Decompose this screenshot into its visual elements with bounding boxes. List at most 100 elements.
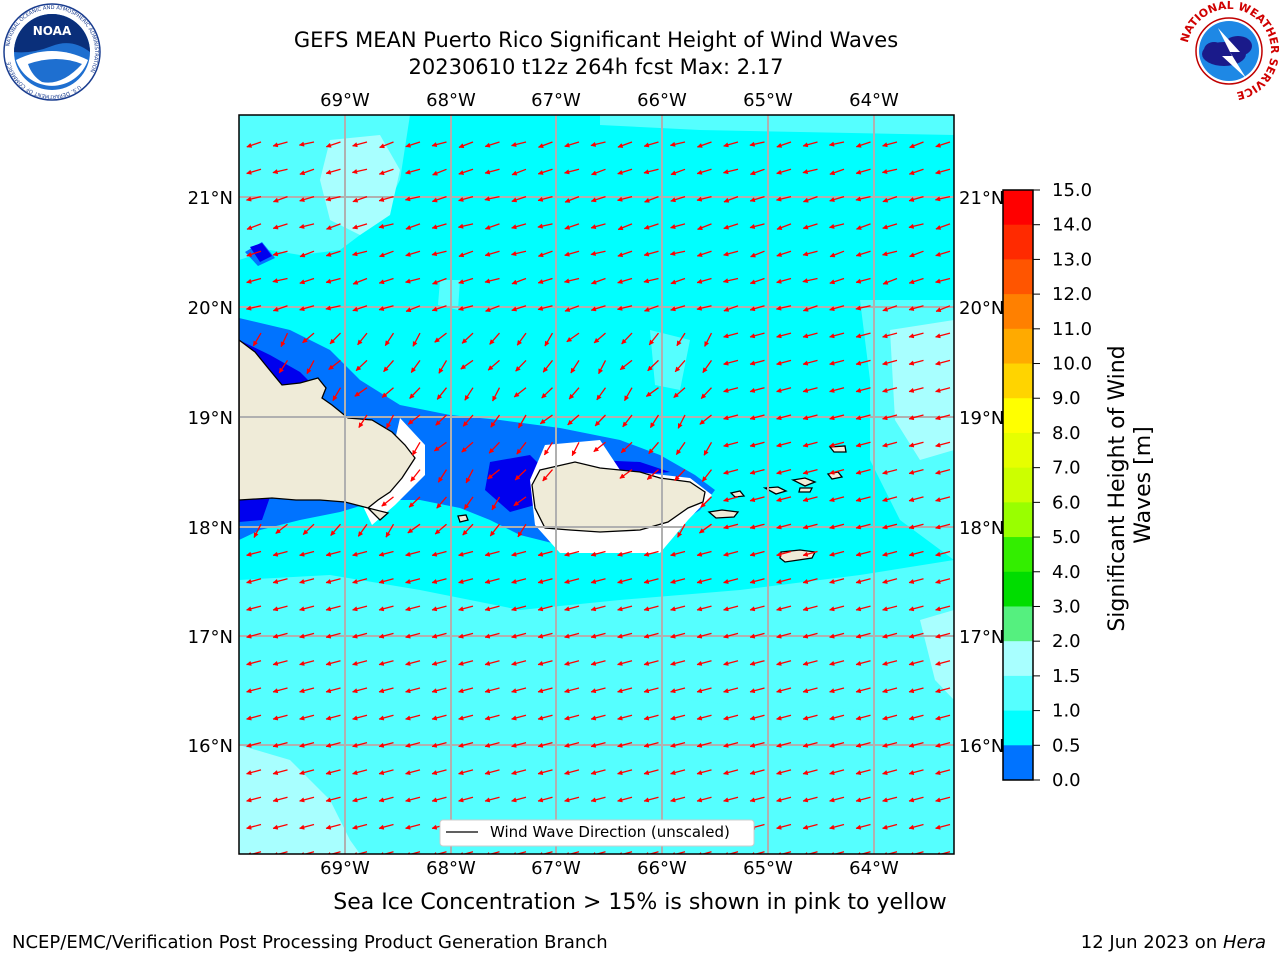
wind-arrow-head [669, 688, 676, 694]
wind-arrow-head [325, 770, 332, 776]
wind-arrow-head [643, 770, 650, 776]
wind-arrow-head [298, 606, 305, 612]
wind-arrow-head [484, 660, 491, 666]
wind-arrow-head [908, 333, 915, 339]
wind-arrow-head [462, 421, 469, 427]
wind-arrow-head [643, 142, 650, 148]
wind-arrow-head [461, 447, 467, 453]
wind-arrow-head [537, 305, 544, 311]
wind-arrow-head [433, 446, 440, 452]
wind-arrow-head [245, 660, 252, 666]
wind-arrow-head [749, 770, 756, 776]
wind-arrow-head [802, 497, 809, 503]
wind-arrow-head [306, 368, 312, 375]
wind-arrow-head [669, 551, 676, 557]
wind-arrow-head [934, 278, 941, 284]
wind-arrow-head [828, 497, 835, 503]
wind-arrow-head [537, 196, 544, 202]
wind-arrow-head [511, 306, 518, 312]
wind-arrow-head [934, 770, 941, 776]
map-title: GEFS MEAN Puerto Rico Significant Height… [293, 28, 899, 52]
wind-arrow-head [351, 578, 358, 584]
wind-arrow-head [881, 797, 888, 803]
wind-arrow-head [855, 142, 862, 148]
wind-arrow-head [828, 770, 835, 776]
wind-arrow-head [828, 415, 835, 421]
wind-arrow-head [908, 306, 915, 311]
wind-arrow-head [272, 169, 279, 175]
wind-arrow-head [298, 742, 305, 748]
wind-arrow-head [775, 633, 782, 639]
wind-arrow-head [749, 415, 756, 421]
wind-arrow-head [881, 742, 888, 748]
wind-arrow-head [722, 497, 729, 503]
wind-arrow-head [464, 394, 470, 401]
wind-arrow-head [537, 252, 544, 258]
wind-arrow-head [435, 420, 441, 426]
wind-arrow-head [245, 797, 252, 803]
wind-arrow-head [696, 225, 703, 231]
wind-arrow-head [776, 251, 783, 257]
wind-arrow-head [510, 770, 517, 776]
wind-arrow-head [934, 551, 941, 557]
wind-arrow-head [544, 449, 550, 456]
wind-arrow-head [723, 306, 730, 312]
wind-arrow-head [855, 415, 862, 421]
wind-arrow-head [722, 333, 729, 339]
wind-arrow-head [351, 142, 358, 148]
wind-arrow-head [855, 660, 862, 666]
wind-arrow-head [908, 415, 915, 421]
wind-arrow-head [590, 606, 597, 612]
wind-arrow-head [908, 633, 915, 639]
wind-arrow-head [616, 742, 623, 748]
wind-arrow-head [378, 660, 385, 666]
wind-arrow-head [352, 197, 359, 203]
wind-arrow-head [619, 364, 626, 371]
wind-arrow-head [908, 524, 915, 530]
wind-arrow-head [431, 824, 438, 830]
wind-arrow-head [484, 224, 491, 230]
wind-arrow-head [245, 770, 252, 776]
wind-arrow-head [881, 142, 888, 148]
wind-arrow-head [620, 447, 627, 454]
wind-arrow-head [622, 421, 628, 428]
wind-arrow-head [298, 141, 305, 147]
wind-arrow-head [484, 142, 491, 148]
wind-arrow-head [749, 197, 756, 203]
wind-arrow-head [564, 307, 571, 312]
wind-arrow-head [563, 578, 570, 584]
colorbar-tick-label: 9.0 [1052, 388, 1081, 409]
wind-arrow-head [563, 742, 570, 748]
wind-arrow-head [855, 633, 862, 639]
wind-arrow-head [325, 169, 332, 175]
colorbar-swatch [1003, 641, 1033, 677]
wind-arrow-head [722, 715, 729, 721]
wind-arrow-head [537, 551, 544, 557]
wind-arrow-head [462, 529, 468, 536]
wind-arrow-head [570, 367, 576, 374]
wind-arrow-head [272, 606, 279, 612]
wind-arrow-head [855, 469, 862, 475]
wind-arrow-head [802, 197, 809, 203]
wind-arrow-head [696, 142, 703, 148]
wind-arrow-head [881, 387, 888, 393]
wind-arrow-head [696, 660, 703, 666]
wind-arrow-head [776, 142, 783, 148]
colorbar-tick-label: 1.5 [1052, 666, 1081, 687]
wind-arrow-head [245, 715, 252, 721]
wind-arrow-head [802, 742, 809, 748]
wind-arrow-head [484, 196, 491, 202]
lat-label-right: 20°N [959, 298, 1004, 319]
wind-arrow-head [598, 368, 604, 375]
wind-arrow-head [378, 279, 385, 285]
wind-arrow-head [272, 770, 279, 776]
wind-arrow-head [616, 606, 623, 612]
wind-arrow-head [908, 660, 915, 666]
wind-arrow-head [537, 223, 544, 229]
colorbar-swatch [1003, 710, 1033, 746]
wind-arrow-head [775, 305, 782, 311]
wind-arrow-head [299, 170, 306, 176]
wind-arrow-head [511, 197, 518, 203]
wind-arrow-head [775, 660, 782, 666]
